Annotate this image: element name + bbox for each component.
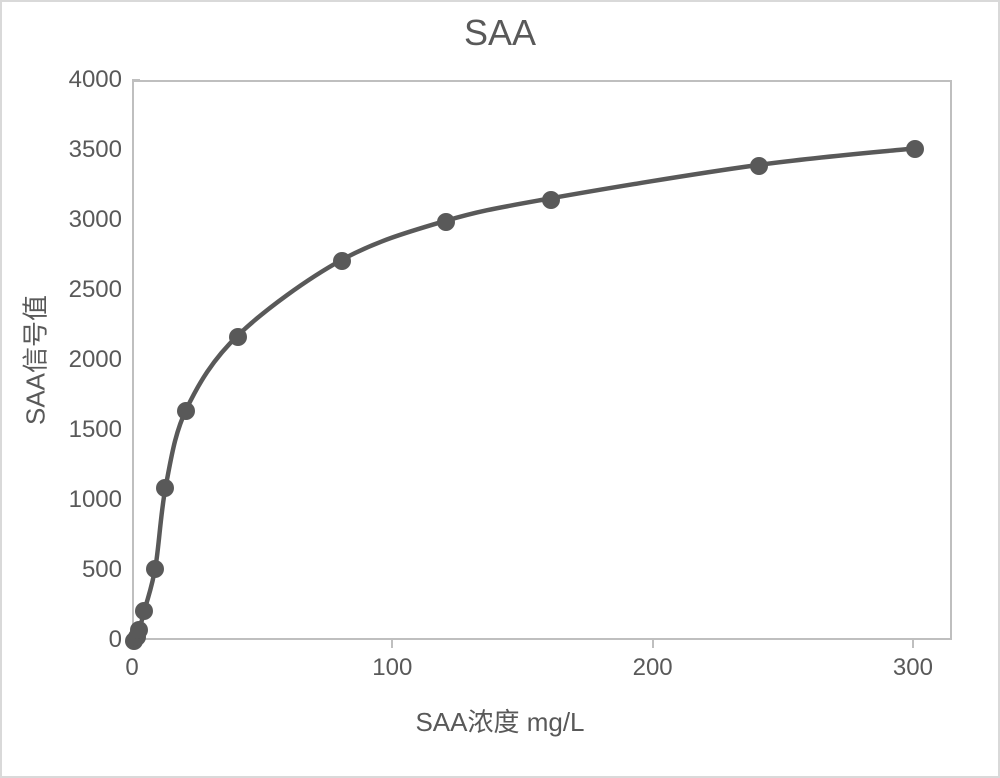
- x-tick-mark: [652, 640, 654, 648]
- data-point: [437, 213, 455, 231]
- y-axis-label: SAA信号值: [16, 295, 53, 425]
- x-tick-label: 200: [633, 654, 673, 682]
- x-tick-mark: [391, 640, 393, 648]
- y-tick-label: 1000: [69, 486, 122, 514]
- data-point: [906, 140, 924, 158]
- data-point: [130, 621, 148, 639]
- x-axis-label: SAA浓度 mg/L: [415, 702, 584, 739]
- x-tick-label: 100: [372, 654, 412, 682]
- data-point: [177, 402, 195, 420]
- data-point: [135, 602, 153, 620]
- series-line: [134, 82, 950, 638]
- x-tick-label: 300: [893, 654, 933, 682]
- data-point: [229, 328, 247, 346]
- x-tick-mark: [912, 640, 914, 648]
- plot-area: [132, 80, 952, 640]
- y-tick-label: 0: [109, 626, 122, 654]
- data-point: [333, 252, 351, 270]
- y-tick-label: 3000: [69, 206, 122, 234]
- y-tick-label: 500: [82, 556, 122, 584]
- data-point: [542, 191, 560, 209]
- x-axis: 0100200300: [132, 640, 952, 700]
- y-tick-label: 4000: [69, 66, 122, 94]
- y-tick-label: 1500: [69, 416, 122, 444]
- chart-title: SAA: [464, 12, 536, 54]
- x-tick-label: 0: [125, 654, 138, 682]
- y-axis: 05001000150020002500300035004000: [62, 80, 132, 640]
- y-tick-label: 3500: [69, 136, 122, 164]
- y-tick-label: 2500: [69, 276, 122, 304]
- data-point: [156, 479, 174, 497]
- data-point: [750, 157, 768, 175]
- y-tick-label: 2000: [69, 346, 122, 374]
- chart-frame: SAA SAA信号值 SAA浓度 mg/L 050010001500200025…: [0, 0, 1000, 778]
- data-point: [146, 560, 164, 578]
